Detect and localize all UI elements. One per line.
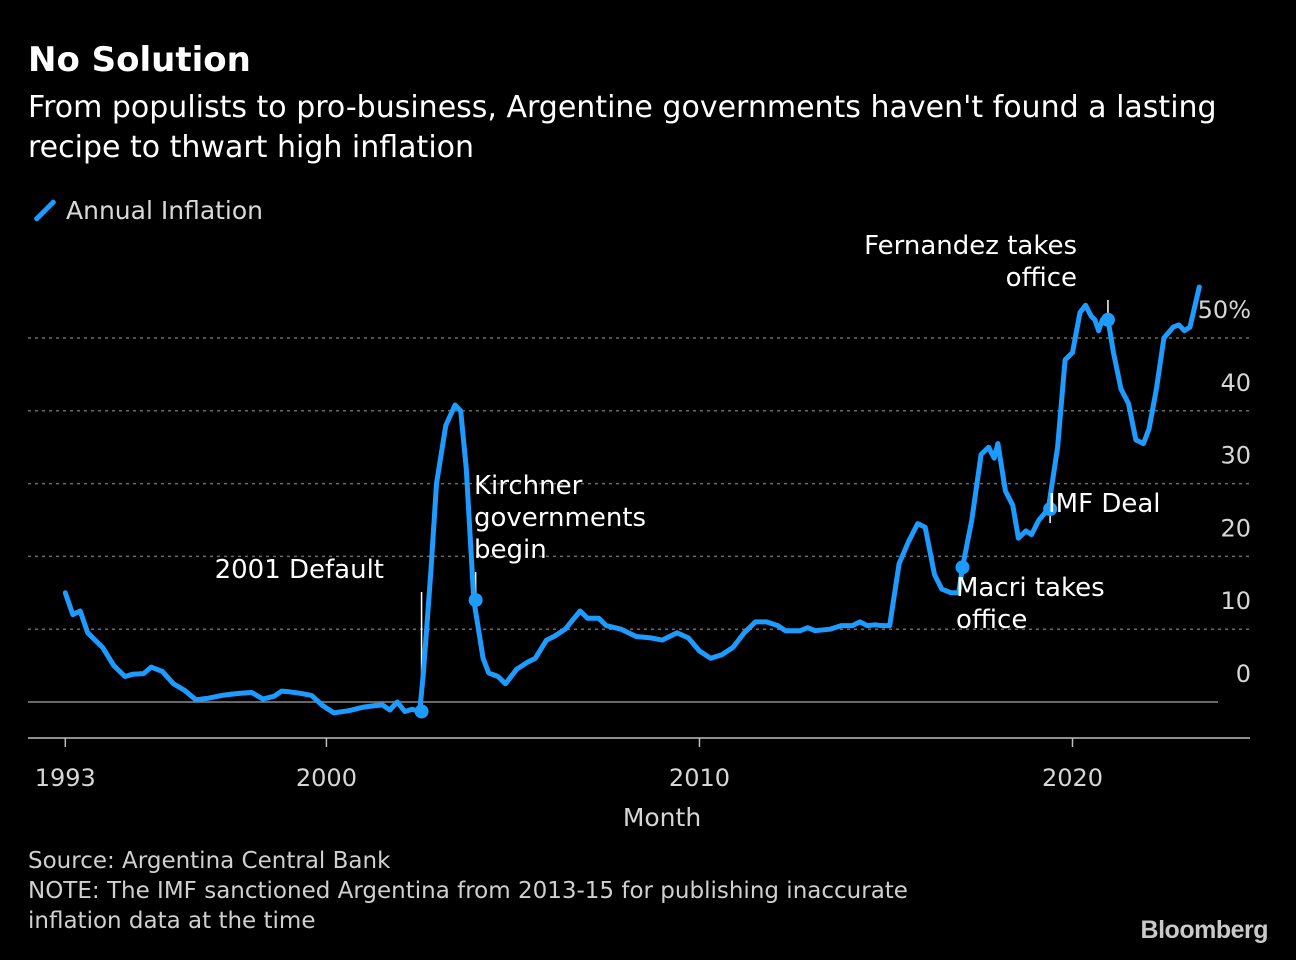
- imf-note-line-2: inflation data at the time: [28, 908, 316, 934]
- page-title: No Solution: [28, 40, 251, 80]
- annotation-fernandez-line: Fernandez takes: [864, 231, 1077, 261]
- annotation-imf-deal: IMF Deal: [1048, 489, 1161, 519]
- y-tick-label: 50%: [1198, 296, 1251, 324]
- annotation-marker: [468, 593, 483, 608]
- annotation-macri: Macri takes office: [956, 573, 1105, 635]
- source-note: Source: Argentina Central Bank: [28, 848, 391, 874]
- series-line-annual-inflation: [62, 284, 1202, 716]
- y-tick-label: 20: [1220, 514, 1251, 542]
- annotation-macri-line: office: [956, 605, 1027, 635]
- annotation-kirchner-line: governments: [474, 503, 646, 533]
- imf-note-line-1: NOTE: The IMF sanctioned Argentina from …: [28, 878, 908, 904]
- annotation-kirchner-line: begin: [474, 535, 547, 565]
- annotation-kirchner: Kirchner governments begin: [474, 471, 646, 565]
- bloomberg-logo: Bloomberg: [1140, 916, 1269, 944]
- footnote: Source: Argentina Central Bank NOTE: The…: [28, 846, 908, 936]
- annotation-marker: [1043, 502, 1058, 517]
- y-tick-label: 30: [1220, 442, 1251, 470]
- y-tick-label: 10: [1220, 587, 1251, 615]
- x-tick-label: 2000: [296, 764, 357, 792]
- annotation-marker: [414, 704, 429, 719]
- annotation-macri-line: Macri takes: [956, 573, 1105, 603]
- x-tick-label: 2010: [669, 764, 730, 792]
- y-tick-label: 0: [1236, 660, 1251, 688]
- annotation-marker: [955, 560, 970, 575]
- legend-label: Annual Inflation: [66, 195, 264, 225]
- x-axis-label: Month: [623, 803, 701, 832]
- page-subtitle: From populists to pro-business, Argentin…: [28, 90, 1217, 165]
- x-tick-label: 1993: [35, 764, 96, 792]
- annotation-marker: [1100, 312, 1115, 327]
- annotation-kirchner-line: Kirchner: [474, 471, 583, 501]
- x-tick-label: 2020: [1042, 764, 1103, 792]
- y-tick-label: 40: [1220, 369, 1251, 397]
- annotation-2001-default: 2001 Default: [215, 555, 384, 585]
- annotation-fernandez-line: office: [1006, 263, 1077, 293]
- annotation-fernandez: Fernandez takes office: [864, 231, 1077, 293]
- legend: Annual Inflation: [28, 194, 263, 226]
